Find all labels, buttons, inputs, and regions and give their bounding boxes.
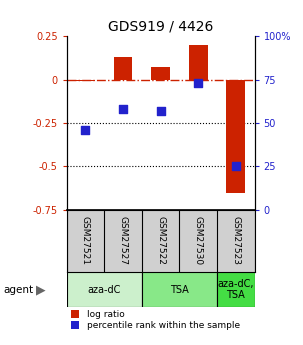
Legend: log ratio, percentile rank within the sample: log ratio, percentile rank within the sa… bbox=[71, 310, 240, 330]
Point bbox=[121, 106, 125, 112]
Title: GDS919 / 4426: GDS919 / 4426 bbox=[108, 20, 213, 34]
Text: GSM27521: GSM27521 bbox=[81, 216, 90, 265]
Bar bbox=[151, 68, 170, 80]
Text: ▶: ▶ bbox=[36, 283, 46, 296]
Point bbox=[233, 164, 238, 169]
Bar bbox=[114, 57, 132, 80]
Bar bbox=[67, 272, 142, 307]
Text: aza-dC: aza-dC bbox=[88, 285, 121, 295]
Text: GSM27530: GSM27530 bbox=[194, 216, 203, 266]
Bar bbox=[189, 45, 208, 80]
Bar bbox=[217, 272, 255, 307]
Bar bbox=[76, 80, 95, 81]
Point bbox=[158, 108, 163, 114]
Text: GSM27523: GSM27523 bbox=[231, 216, 240, 265]
Point bbox=[83, 127, 88, 133]
Text: GSM27522: GSM27522 bbox=[156, 216, 165, 265]
Bar bbox=[142, 272, 217, 307]
Bar bbox=[226, 80, 245, 193]
Text: aza-dC,
TSA: aza-dC, TSA bbox=[218, 279, 254, 300]
Point bbox=[196, 80, 201, 86]
Text: TSA: TSA bbox=[170, 285, 189, 295]
Text: GSM27527: GSM27527 bbox=[118, 216, 128, 265]
Text: agent: agent bbox=[3, 285, 33, 295]
